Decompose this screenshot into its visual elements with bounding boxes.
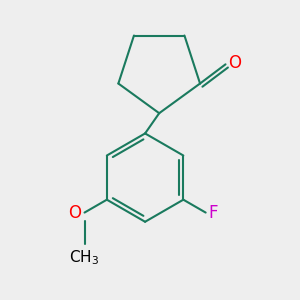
Text: O: O (229, 54, 242, 72)
Text: CH$_3$: CH$_3$ (70, 248, 100, 267)
Text: F: F (209, 204, 218, 222)
Text: O: O (68, 204, 82, 222)
